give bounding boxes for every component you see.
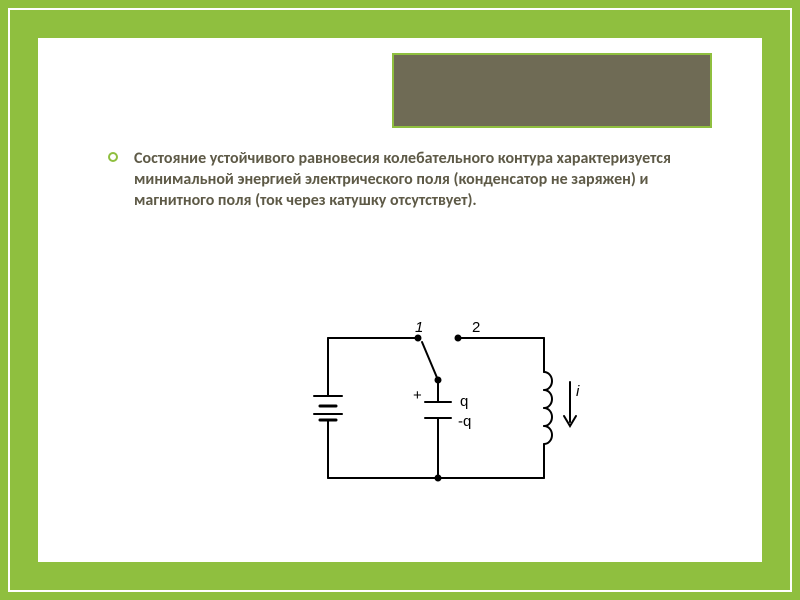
label-switch-1: 1 bbox=[415, 319, 423, 336]
label-q-minus: -q bbox=[458, 413, 471, 430]
label-current: i bbox=[576, 383, 580, 400]
bullet-icon bbox=[108, 152, 118, 162]
circuit-diagram: 1 2 + q -q i bbox=[298, 318, 598, 518]
label-cap-plus: + bbox=[413, 387, 422, 404]
label-switch-2: 2 bbox=[472, 319, 480, 336]
body-content: Состояние устойчивого равновесия колебат… bbox=[108, 148, 702, 211]
slide-inner-panel: Состояние устойчивого равновесия колебат… bbox=[36, 36, 764, 564]
body-text: Состояние устойчивого равновесия колебат… bbox=[134, 149, 671, 210]
circuit-svg: 1 2 + q -q i bbox=[298, 318, 598, 518]
label-q-plus: q bbox=[460, 393, 468, 410]
title-placeholder-box bbox=[392, 53, 712, 128]
list-item: Состояние устойчивого равновесия колебат… bbox=[108, 148, 702, 211]
slide-container: Состояние устойчивого равновесия колебат… bbox=[0, 0, 800, 600]
body-list: Состояние устойчивого равновесия колебат… bbox=[108, 148, 702, 211]
